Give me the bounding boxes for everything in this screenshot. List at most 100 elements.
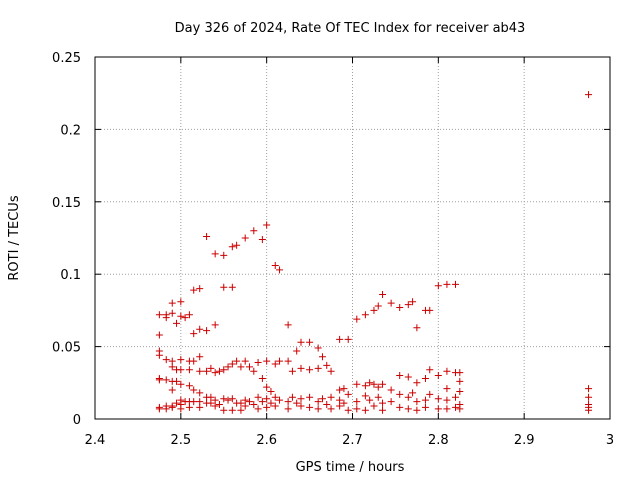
data-point — [276, 266, 284, 274]
data-point — [228, 283, 236, 291]
data-point — [177, 312, 185, 320]
data-point — [228, 360, 236, 368]
data-point — [162, 356, 170, 364]
data-point — [203, 327, 211, 335]
data-point — [297, 338, 305, 346]
data-point — [426, 366, 434, 374]
y-tick-label: 0.2 — [60, 123, 81, 138]
axis-ticks: 2.4 2.5 2.6 2.7 2.8 2.9 3 0 0.05 0.1 0.15 0.2 0.25 — [52, 51, 614, 448]
data-point — [413, 398, 421, 406]
data-point — [215, 367, 223, 375]
data-point — [456, 405, 464, 413]
data-point — [366, 379, 374, 387]
data-point — [404, 393, 412, 401]
data-point — [361, 382, 369, 390]
data-point — [220, 251, 228, 259]
data-point — [293, 347, 301, 355]
data-point — [396, 390, 404, 398]
data-point — [241, 402, 249, 410]
data-point — [585, 393, 593, 401]
data-point — [162, 376, 170, 384]
data-point — [241, 234, 249, 242]
data-point — [185, 382, 193, 390]
data-point — [379, 290, 387, 298]
chart-title: Day 326 of 2024, Rate Of TEC Index for r… — [175, 21, 526, 36]
data-point — [585, 406, 593, 414]
data-point — [177, 405, 185, 413]
data-point — [211, 402, 219, 410]
data-point — [284, 321, 292, 329]
data-point — [443, 405, 451, 413]
data-point — [196, 285, 204, 293]
data-point — [168, 386, 176, 394]
data-point — [293, 399, 301, 407]
data-point — [211, 321, 219, 329]
data-point — [228, 243, 236, 251]
data-point — [220, 395, 228, 403]
data-point — [267, 387, 275, 395]
data-point — [203, 233, 211, 241]
data-point — [155, 405, 163, 413]
data-point — [344, 335, 352, 343]
data-point — [370, 402, 378, 410]
data-point — [276, 357, 284, 365]
data-point — [452, 393, 459, 401]
data-point — [426, 390, 434, 398]
data-point — [271, 360, 279, 368]
data-point — [177, 298, 185, 306]
data-point — [409, 298, 417, 306]
y-tick-label: 0.05 — [52, 341, 81, 356]
data-point — [233, 357, 241, 365]
data-point — [323, 361, 331, 369]
data-point — [162, 314, 170, 322]
data-point — [258, 398, 266, 406]
data-point — [421, 374, 429, 382]
data-point — [336, 335, 344, 343]
data-point — [421, 403, 429, 411]
data-point — [173, 399, 181, 407]
data-point — [379, 399, 387, 407]
data-point — [396, 372, 404, 380]
data-point — [190, 398, 198, 406]
data-point — [224, 363, 232, 371]
x-tick-label: 2.4 — [85, 433, 106, 448]
data-point — [246, 398, 253, 406]
data-point — [190, 286, 198, 294]
data-point — [155, 331, 163, 339]
data-point — [173, 377, 181, 385]
data-point — [250, 401, 258, 409]
data-point — [344, 406, 352, 414]
data-point — [263, 357, 271, 365]
data-point — [207, 399, 215, 407]
data-point — [443, 385, 451, 393]
data-point — [340, 399, 348, 407]
y-tick-label: 0.1 — [60, 268, 81, 283]
data-point — [413, 324, 421, 332]
data-point — [177, 380, 185, 388]
data-point — [168, 403, 176, 411]
data-point — [246, 363, 253, 371]
data-point — [241, 357, 249, 365]
data-point — [190, 330, 198, 338]
data-point — [396, 403, 404, 411]
data-point — [276, 396, 284, 404]
data-point — [190, 357, 198, 365]
data-point — [434, 405, 442, 413]
x-tick-label: 2.7 — [342, 433, 363, 448]
data-point — [353, 398, 361, 406]
data-point — [456, 387, 464, 395]
x-axis-label: GPS time / hours — [296, 460, 405, 475]
data-point — [250, 367, 258, 375]
data-point — [263, 403, 271, 411]
data-point — [233, 241, 241, 249]
data-point — [374, 302, 382, 310]
data-point — [314, 398, 322, 406]
x-tick-label: 2.6 — [256, 433, 277, 448]
data-point — [196, 325, 204, 333]
data-point — [353, 315, 361, 323]
data-point — [185, 366, 193, 374]
data-point — [361, 406, 369, 414]
data-point — [452, 403, 459, 411]
data-point — [374, 383, 382, 391]
